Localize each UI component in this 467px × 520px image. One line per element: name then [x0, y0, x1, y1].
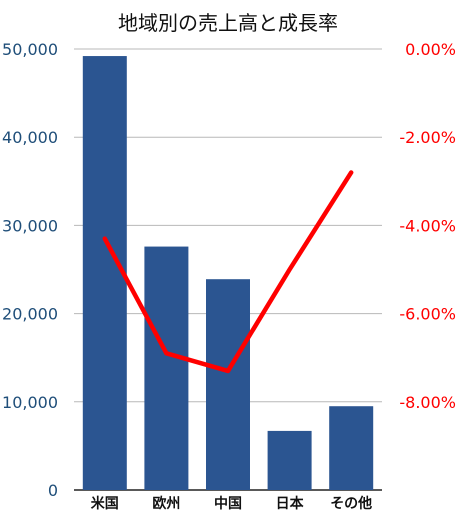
bar [206, 279, 250, 490]
left-tick-label: 30,000 [2, 216, 58, 235]
right-tick-label: -4.00% [399, 216, 456, 235]
left-tick-label: 40,000 [2, 128, 58, 147]
left-axis: 0 10,000 20,000 30,000 40,000 50,000 [2, 40, 58, 500]
bar [267, 430, 312, 490]
bar [82, 56, 127, 490]
bar-series [82, 56, 374, 490]
chart-title: 地域別の売上高と成長率 [118, 11, 338, 35]
category-label: 中国 [214, 495, 242, 512]
right-tick-label: -6.00% [399, 305, 456, 324]
bar [144, 246, 189, 490]
category-label: その他 [330, 495, 372, 512]
left-tick-label: 50,000 [2, 40, 58, 59]
category-label: 米国 [91, 495, 119, 512]
right-tick-label: -2.00% [399, 128, 456, 147]
category-label: 日本 [276, 495, 305, 512]
bar [329, 406, 374, 490]
category-label: 欧州 [152, 495, 180, 512]
left-tick-label: 10,000 [2, 393, 58, 412]
right-tick-label: 0.00% [405, 40, 456, 59]
line-series [102, 170, 354, 374]
right-tick-label: -8.00% [399, 393, 456, 412]
left-tick-label: 20,000 [2, 305, 58, 324]
left-tick-label: 0 [48, 481, 58, 500]
right-axis: 0.00% -2.00% -4.00% -6.00% -8.00% [399, 40, 456, 412]
x-axis: 米国 欧州 中国 日本 その他 [91, 495, 372, 512]
